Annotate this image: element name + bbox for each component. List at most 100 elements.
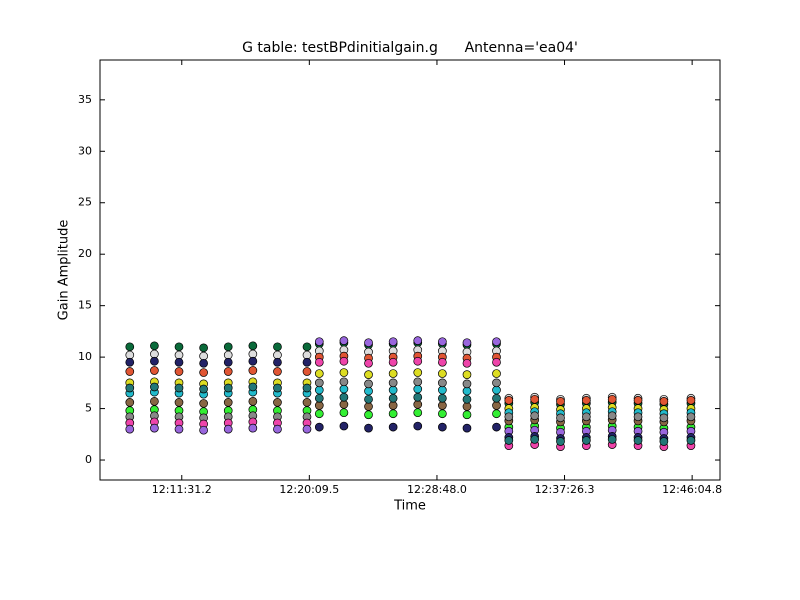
- point: [223, 398, 233, 407]
- point: [125, 357, 135, 367]
- point: [302, 424, 312, 434]
- point: [302, 398, 312, 407]
- point: [150, 356, 159, 366]
- point: [388, 369, 398, 378]
- point: [686, 412, 696, 422]
- point: [413, 421, 423, 431]
- point: [174, 342, 184, 352]
- point: [339, 368, 349, 377]
- point: [504, 395, 514, 405]
- x-tick-label: 12:11:31.2: [152, 483, 212, 496]
- point: [607, 394, 617, 404]
- point: [302, 342, 312, 352]
- point: [339, 356, 349, 366]
- point: [659, 437, 669, 446]
- point: [339, 408, 349, 418]
- point: [492, 393, 501, 403]
- point: [314, 409, 324, 419]
- point: [199, 358, 208, 368]
- point: [364, 423, 373, 433]
- point: [339, 421, 349, 431]
- point: [492, 409, 501, 419]
- point: [223, 350, 233, 360]
- point: [174, 424, 184, 434]
- point: [364, 386, 373, 396]
- point: [659, 397, 669, 406]
- x-tick-label: 12:28:48.0: [407, 483, 467, 496]
- point: [125, 383, 135, 393]
- point: [273, 424, 282, 434]
- point: [462, 423, 472, 433]
- point: [199, 399, 208, 408]
- point: [607, 435, 617, 444]
- point: [248, 423, 258, 433]
- point: [364, 338, 373, 348]
- point: [462, 370, 472, 379]
- point: [248, 366, 258, 375]
- point: [582, 412, 591, 422]
- point: [150, 397, 159, 406]
- point: [492, 385, 501, 395]
- point: [302, 367, 312, 376]
- point: [199, 425, 208, 435]
- point: [438, 357, 447, 367]
- plot-frame: [99, 59, 721, 481]
- point: [582, 436, 591, 445]
- point: [125, 350, 135, 360]
- point: [223, 357, 233, 367]
- point: [273, 398, 282, 407]
- point: [659, 413, 669, 423]
- point: [438, 337, 447, 347]
- point: [248, 349, 258, 359]
- point: [314, 385, 324, 395]
- point: [438, 369, 447, 378]
- point: [364, 358, 373, 368]
- point: [273, 342, 282, 352]
- point: [413, 400, 423, 409]
- point: [633, 395, 643, 405]
- point: [314, 369, 324, 378]
- point: [492, 357, 501, 367]
- point: [582, 395, 591, 405]
- point: [413, 356, 423, 366]
- point: [314, 422, 324, 432]
- point: [174, 398, 184, 407]
- point: [364, 394, 373, 404]
- point: [633, 412, 643, 422]
- point: [174, 350, 184, 360]
- point: [462, 338, 472, 348]
- point: [462, 386, 472, 396]
- point: [413, 377, 423, 387]
- point: [174, 367, 184, 376]
- y-tick-label: 10: [78, 350, 92, 363]
- y-tick-label: 0: [85, 453, 92, 466]
- y-tick-label: 15: [78, 299, 92, 312]
- point: [314, 401, 324, 410]
- point: [530, 435, 540, 444]
- point: [388, 401, 398, 410]
- point: [492, 378, 501, 388]
- point: [314, 378, 324, 388]
- point: [125, 398, 135, 407]
- point: [462, 402, 472, 411]
- point: [248, 397, 258, 406]
- point: [199, 384, 208, 394]
- point: [364, 402, 373, 411]
- point: [388, 409, 398, 419]
- y-tick-label: 20: [78, 247, 92, 260]
- point: [413, 336, 423, 346]
- point: [556, 437, 565, 446]
- point: [462, 394, 472, 404]
- point: [273, 357, 282, 367]
- point: [556, 397, 565, 406]
- point: [150, 423, 159, 433]
- point: [388, 378, 398, 388]
- point: [150, 382, 159, 392]
- point: [556, 413, 565, 423]
- point: [438, 409, 447, 419]
- point: [199, 351, 208, 361]
- point: [273, 350, 282, 360]
